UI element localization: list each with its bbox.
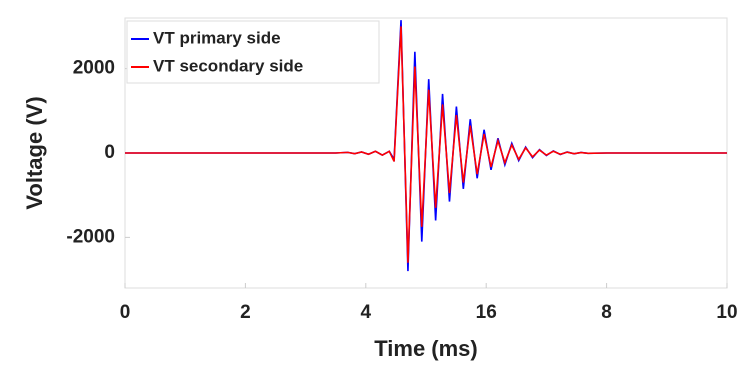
y-axis-label: Voltage (V) bbox=[22, 96, 47, 209]
x-tick-label: 0 bbox=[120, 302, 131, 323]
x-tick-label: 10 bbox=[716, 302, 737, 323]
x-tick-label: 16 bbox=[476, 302, 497, 323]
y-tick-label: 2000 bbox=[73, 58, 115, 79]
legend-label: VT primary side bbox=[153, 28, 281, 47]
x-tick-label: 2 bbox=[240, 302, 251, 323]
x-tick-label: 8 bbox=[601, 302, 612, 323]
y-tick-label: 0 bbox=[104, 142, 115, 163]
x-axis-label: Time (ms) bbox=[374, 336, 478, 361]
legend-label: VT secondary side bbox=[153, 56, 303, 75]
legend-box bbox=[126, 20, 380, 84]
series-line bbox=[125, 26, 727, 263]
x-tick-label: 4 bbox=[361, 302, 372, 323]
y-tick-label: -2000 bbox=[66, 226, 115, 247]
